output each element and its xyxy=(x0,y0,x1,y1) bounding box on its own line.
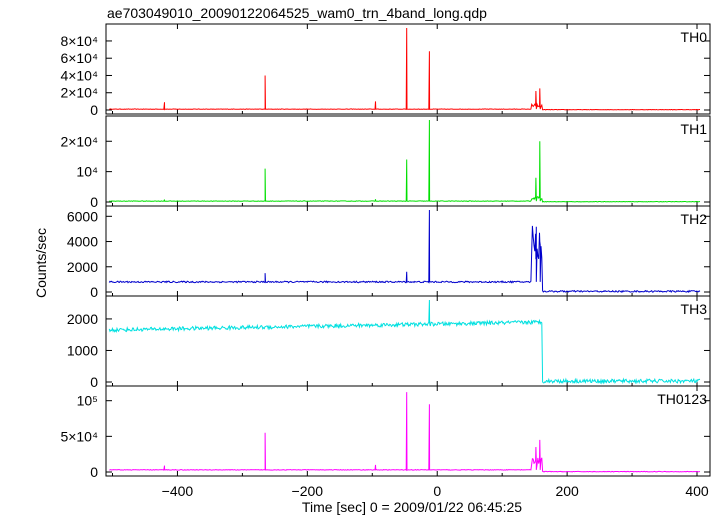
y-tick-label: 1000 xyxy=(67,342,98,358)
y-tick-label: 6000 xyxy=(67,208,98,224)
y-tick-label: 0 xyxy=(90,102,98,118)
y-tick-label: 4×10⁴ xyxy=(60,67,98,83)
panel-name-label: TH2 xyxy=(681,211,708,227)
x-tick-label: −200 xyxy=(292,483,324,499)
x-axis-title: Time [sec] 0 = 2009/01/22 06:45:25 xyxy=(302,499,522,515)
panel-th2: 0 2000 4000 6000 TH2 xyxy=(67,205,711,300)
y-tick-label: 6×10⁴ xyxy=(60,50,98,66)
panel-frame xyxy=(105,205,711,297)
panel-frame xyxy=(105,385,711,477)
series-line-th0 xyxy=(109,27,700,111)
series-line-th1 xyxy=(109,119,701,203)
y-tick-label: 0 xyxy=(90,284,98,300)
x-tick-label: −400 xyxy=(162,483,194,499)
panel-name-label: TH3 xyxy=(681,301,708,317)
series-line-th3 xyxy=(108,299,701,385)
y-axis-title: Counts/sec xyxy=(33,228,49,298)
panel-th3: 0 1000 2000 TH3 xyxy=(67,295,711,390)
y-tick-label: 0 xyxy=(90,194,98,210)
y-tick-label: 5×10⁴ xyxy=(60,428,98,444)
y-tick-label: 2×10⁴ xyxy=(60,85,98,101)
panel-frame xyxy=(105,295,711,387)
y-tick-label: 10⁵ xyxy=(77,393,98,409)
panel-frame xyxy=(105,23,711,115)
x-tick-label: 0 xyxy=(433,483,441,499)
series-line-th0123 xyxy=(109,392,701,473)
y-tick-label: 2000 xyxy=(67,311,98,327)
y-tick-label: 0 xyxy=(90,464,98,480)
y-tick-label: 0 xyxy=(90,374,98,390)
x-tick-label: 200 xyxy=(555,483,579,499)
panel-th0123: 0 5×10⁴ 10⁵ TH0123 xyxy=(60,385,711,480)
panel-name-label: TH1 xyxy=(681,121,708,137)
y-tick-label: 4000 xyxy=(67,234,98,250)
y-tick-label: 2×10⁴ xyxy=(60,133,98,149)
x-tick-label: 400 xyxy=(685,483,709,499)
series-line-th2 xyxy=(108,209,701,293)
panel-th1: 0 10⁴ 2×10⁴ TH1 xyxy=(60,115,711,210)
y-tick-label: 8×10⁴ xyxy=(60,33,98,49)
y-tick-label: 2000 xyxy=(67,259,98,275)
chart-title: ae703049010_20090122064525_wam0_trn_4ban… xyxy=(107,5,487,21)
panel-name-label: TH0 xyxy=(681,29,708,45)
y-tick-label: 10⁴ xyxy=(76,164,98,180)
panel-name-label: TH0123 xyxy=(657,391,707,407)
panel-frame xyxy=(105,115,711,207)
